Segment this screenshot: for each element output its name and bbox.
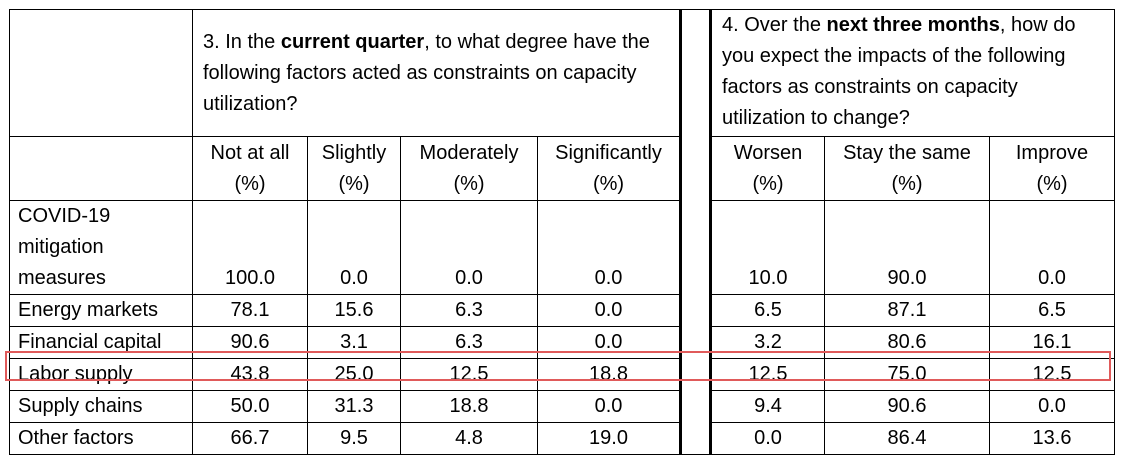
- cell: 6.5: [710, 294, 825, 327]
- cell: 9.5: [307, 422, 401, 455]
- cell: 10.0: [710, 200, 825, 295]
- row-label: Supply chains: [9, 390, 193, 423]
- table-row-highlighted: Labor supply 43.8 25.0 12.5 18.8 12.5 75…: [9, 358, 1115, 391]
- cell: 86.4: [824, 422, 990, 455]
- cell: 0.0: [400, 200, 538, 295]
- table-row: COVID-19 mitigation measures 100.0 0.0 0.0…: [9, 200, 1115, 295]
- cell: 6.5: [989, 294, 1115, 327]
- cell: 3.2: [710, 326, 825, 359]
- question-header-row: 3. In the current quarter, to what degre…: [9, 9, 1115, 455]
- cell: 31.3: [307, 390, 401, 423]
- cell: 90.6: [824, 390, 990, 423]
- cell: 13.6: [989, 422, 1115, 455]
- cell: 19.0: [537, 422, 681, 455]
- cell: 100.0: [192, 200, 308, 295]
- survey-table-container: 3. In the current quarter, to what degre…: [9, 9, 1115, 455]
- cell: 9.4: [710, 390, 825, 423]
- cell: 16.1: [989, 326, 1115, 359]
- cell: 18.8: [400, 390, 538, 423]
- cell: 0.0: [537, 294, 681, 327]
- cell: 6.3: [400, 326, 538, 359]
- cell: 0.0: [989, 200, 1115, 295]
- col-worsen: Worsen (%): [710, 136, 825, 201]
- cell: 0.0: [710, 422, 825, 455]
- table-row: Energy markets 78.1 15.6 6.3 0.0 6.5 87.…: [9, 294, 1115, 327]
- cell: 78.1: [192, 294, 308, 327]
- row-label: Financial capital: [9, 326, 193, 359]
- cell: 15.6: [307, 294, 401, 327]
- cell: 12.5: [400, 358, 538, 391]
- col-improve: Improve (%): [989, 136, 1115, 201]
- cell: 0.0: [989, 390, 1115, 423]
- cell: 3.1: [307, 326, 401, 359]
- cell: 18.8: [537, 358, 681, 391]
- cell: 75.0: [824, 358, 990, 391]
- table-row: Supply chains 50.0 31.3 18.8 0.0 9.4 90.…: [9, 390, 1115, 423]
- row-label: COVID-19 mitigation measures: [9, 200, 193, 295]
- question-4-header: 4. Over the next three months, how do yo…: [710, 9, 1115, 137]
- cell: 0.0: [537, 390, 681, 423]
- cell: 87.1: [824, 294, 990, 327]
- empty-label-header: [9, 136, 193, 201]
- col-significantly: Significantly (%): [537, 136, 681, 201]
- cell: 90.6: [192, 326, 308, 359]
- row-label: Labor supply: [9, 358, 193, 391]
- table-row: Financial capital 90.6 3.1 6.3 0.0 3.2 8…: [9, 326, 1115, 359]
- cell: 0.0: [537, 200, 681, 295]
- cell: 12.5: [989, 358, 1115, 391]
- cell: 12.5: [710, 358, 825, 391]
- table-row: Other factors 66.7 9.5 4.8 19.0 0.0 86.4…: [9, 422, 1115, 455]
- cell: 90.0: [824, 200, 990, 295]
- cell: 80.6: [824, 326, 990, 359]
- question-3-header: 3. In the current quarter, to what degre…: [192, 9, 681, 137]
- col-not-at-all: Not at all (%): [192, 136, 308, 201]
- cell: 0.0: [307, 200, 401, 295]
- cell: 4.8: [400, 422, 538, 455]
- cell: 25.0: [307, 358, 401, 391]
- col-stay-the-same: Stay the same (%): [824, 136, 990, 201]
- row-label: Other factors: [9, 422, 193, 455]
- cell: 43.8: [192, 358, 308, 391]
- capacity-constraints-table: 3. In the current quarter, to what degre…: [9, 9, 1115, 455]
- cell: 6.3: [400, 294, 538, 327]
- empty-corner-cell: [9, 9, 193, 137]
- col-slightly: Slightly (%): [307, 136, 401, 201]
- cell: 66.7: [192, 422, 308, 455]
- section-divider: [679, 9, 712, 455]
- cell: 50.0: [192, 390, 308, 423]
- col-moderately: Moderately (%): [400, 136, 538, 201]
- row-label: Energy markets: [9, 294, 193, 327]
- column-header-row: Not at all (%) Slightly (%) Moderately (%) …: [9, 136, 1115, 201]
- cell: 0.0: [537, 326, 681, 359]
